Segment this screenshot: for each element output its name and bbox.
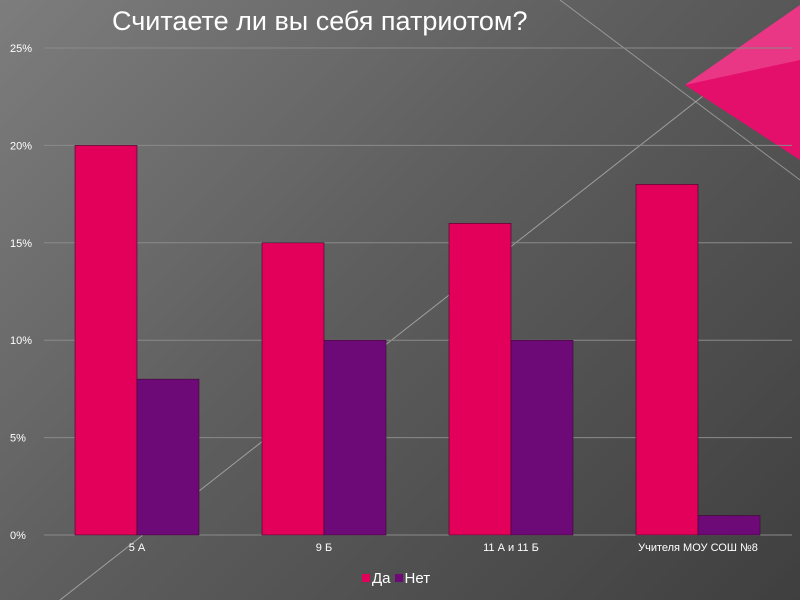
x-tick-label: Учителя МОУ СОШ №8 [638, 542, 758, 554]
bar-yes [635, 184, 699, 536]
bar-yes [448, 223, 512, 536]
legend-item-no: Нет [394, 569, 431, 587]
legend-swatch-yes [362, 574, 370, 582]
bar-no [697, 515, 761, 536]
bar-no [323, 339, 387, 536]
y-tick-label: 5% [10, 433, 26, 445]
bar-yes [74, 145, 138, 536]
decor-accent-triangle-shade [685, 5, 800, 85]
y-tick-label: 15% [10, 238, 32, 250]
chart-title: Считаете ли вы себя патриотом? [112, 6, 528, 36]
legend-label-yes: Да [372, 569, 391, 587]
y-tick-label: 20% [10, 140, 32, 152]
chart-legend: Да Нет [362, 568, 434, 588]
bar-yes [261, 242, 325, 536]
legend-item-yes: Да [362, 570, 391, 587]
legend-swatch-no [394, 574, 403, 582]
y-tick-label: 10% [10, 335, 32, 347]
y-tick-label: 0% [10, 530, 26, 542]
x-tick-label: 11 А и 11 Б [483, 542, 539, 554]
bar-no [510, 339, 574, 536]
x-tick-label: 5 А [129, 542, 146, 554]
bar-no [136, 378, 200, 536]
chart-bars [74, 145, 761, 536]
legend-label-no: Нет [404, 569, 431, 587]
y-tick-label: 25% [10, 43, 32, 55]
decor-diagonal-line-2 [559, 0, 800, 181]
x-axis: 5 А 9 Б 11 А и 11 Б Учителя МОУ СОШ №8 [129, 542, 758, 554]
y-axis: 0% 5% 10% 15% 20% 25% [10, 43, 32, 542]
x-tick-label: 9 Б [316, 542, 332, 554]
